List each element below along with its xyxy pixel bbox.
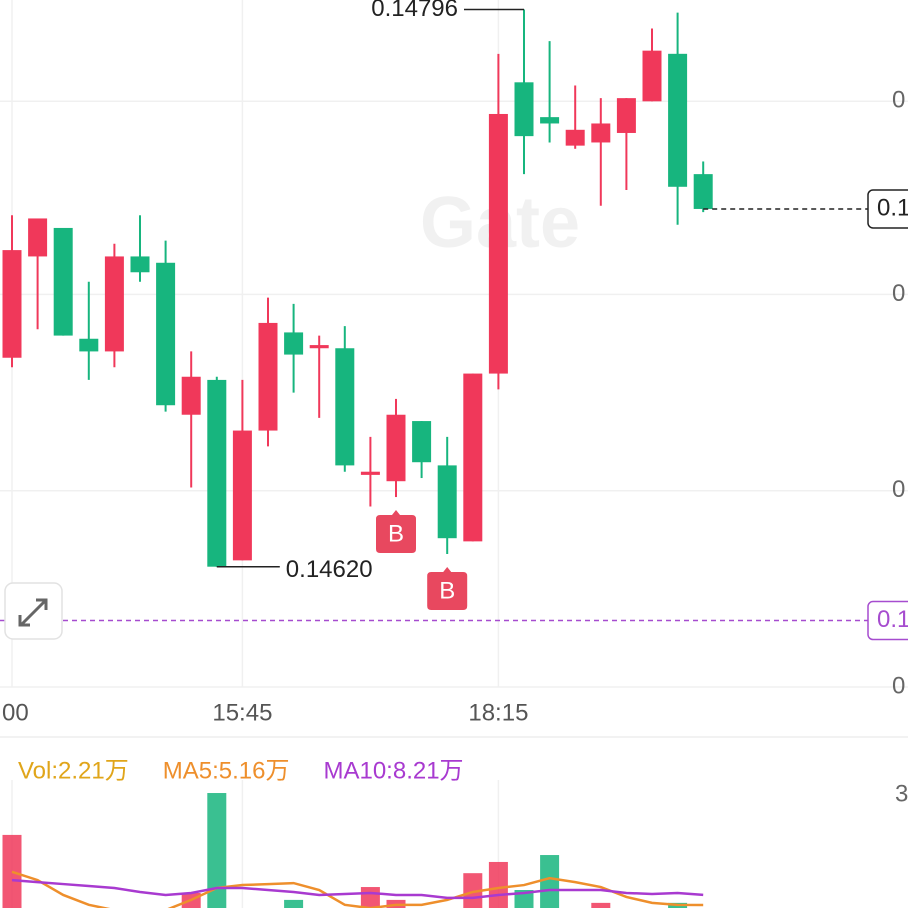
x-tick-label: 15:45 — [212, 699, 272, 726]
y-tick-label: 0 — [892, 280, 905, 307]
candle-body — [565, 129, 585, 146]
legend-entry: MA10:8.21万 — [323, 757, 463, 784]
candle-body — [156, 262, 176, 406]
volume-bar — [488, 861, 508, 908]
candle-body — [53, 227, 73, 336]
candle-body — [463, 373, 483, 542]
candle-body — [540, 117, 560, 124]
candle-body — [79, 338, 99, 352]
trade-marker-label: B — [388, 520, 404, 547]
candle-body — [28, 218, 48, 257]
candle-body — [360, 471, 380, 475]
y-tick-label: 0 — [892, 87, 905, 114]
candle-body — [284, 332, 304, 355]
volume-tick-label: 3 — [895, 780, 908, 807]
volume-bar — [540, 855, 560, 908]
price-line-box — [867, 189, 908, 229]
low-annotation-label: 0.14620 — [286, 556, 373, 583]
volume-bar — [207, 793, 227, 908]
price-line-label: 0.1 — [877, 606, 908, 633]
candle-body — [130, 256, 150, 273]
x-tick-label: 18:15 — [468, 699, 528, 726]
expand-icon — [18, 598, 48, 627]
price-line-label: 0.1 — [877, 194, 908, 221]
candle-body — [616, 98, 636, 133]
candle-body — [386, 414, 406, 482]
candle-body — [437, 465, 457, 539]
trade-marker — [376, 510, 416, 554]
candle-body — [488, 113, 508, 374]
volume-bar — [463, 873, 483, 908]
x-tick-label: :00 — [0, 699, 29, 726]
volume-bar — [591, 902, 611, 908]
trade-marker-label: B — [439, 577, 455, 604]
candle-body — [335, 348, 355, 466]
y-tick-label: 0 — [892, 476, 905, 503]
y-tick-label: 0 — [892, 672, 905, 699]
candle-body — [591, 123, 611, 143]
high-annotation-label: 0.14796 — [371, 0, 458, 22]
legend-entry: MA5:5.16万 — [163, 757, 290, 784]
candle-body — [181, 376, 201, 415]
candle-body — [258, 322, 278, 431]
candle-body — [232, 430, 252, 561]
volume-ma-line — [11, 878, 704, 900]
candle-body — [309, 345, 329, 349]
legend-entry: Vol:2.21万 — [18, 757, 129, 784]
expand-button[interactable] — [4, 582, 63, 640]
candle-body — [514, 82, 534, 137]
volume-ma-line — [11, 870, 704, 908]
volume-bar — [2, 834, 22, 908]
candle-body — [104, 256, 124, 352]
candle-body — [668, 53, 688, 187]
candle-body — [642, 50, 662, 102]
volume-bar — [284, 899, 304, 908]
trade-marker — [427, 567, 468, 611]
candle-body — [207, 379, 227, 567]
price-line-box — [867, 600, 908, 641]
candle-body — [693, 174, 713, 209]
volume-bar — [360, 887, 380, 908]
candle-body — [2, 250, 22, 358]
candle-body — [412, 421, 432, 463]
